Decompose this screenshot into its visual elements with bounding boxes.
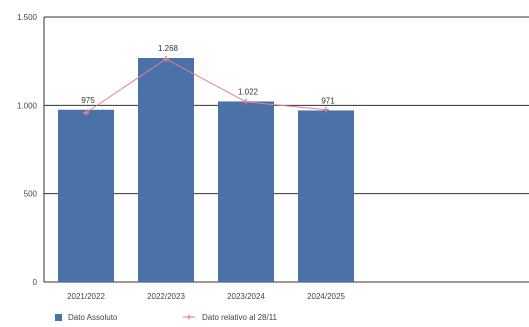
bar[interactable]	[58, 109, 114, 282]
y-tick-label: 1.000	[17, 101, 38, 110]
data-label: 971	[321, 96, 335, 105]
y-tick-label: 0	[33, 278, 38, 287]
line-series	[85, 58, 327, 114]
data-label: 975	[81, 96, 95, 105]
data-label: 1.268	[158, 44, 179, 53]
legend-marker-line	[186, 314, 192, 320]
x-tick-label: 2024/2025	[307, 292, 345, 301]
y-tick-label: 1.500	[17, 13, 38, 22]
line-point[interactable]	[163, 56, 169, 63]
x-tick-label: 2022/2023	[147, 292, 185, 301]
y-tick-label: 500	[24, 190, 38, 199]
data-label: 1.022	[238, 87, 259, 96]
legend-label-line: Dato relativo al 28/11	[202, 313, 278, 322]
bar[interactable]	[298, 110, 354, 282]
x-tick-label: 2021/2022	[67, 292, 105, 301]
line-point[interactable]	[243, 98, 249, 105]
legend-swatch-bar	[55, 314, 62, 321]
line-point[interactable]	[83, 109, 89, 116]
legend-label-bar: Dato Assoluto	[68, 313, 118, 322]
x-tick-label: 2023/2024	[227, 292, 265, 301]
bar[interactable]	[218, 101, 274, 283]
bar[interactable]	[138, 57, 194, 283]
line-point[interactable]	[323, 106, 329, 113]
